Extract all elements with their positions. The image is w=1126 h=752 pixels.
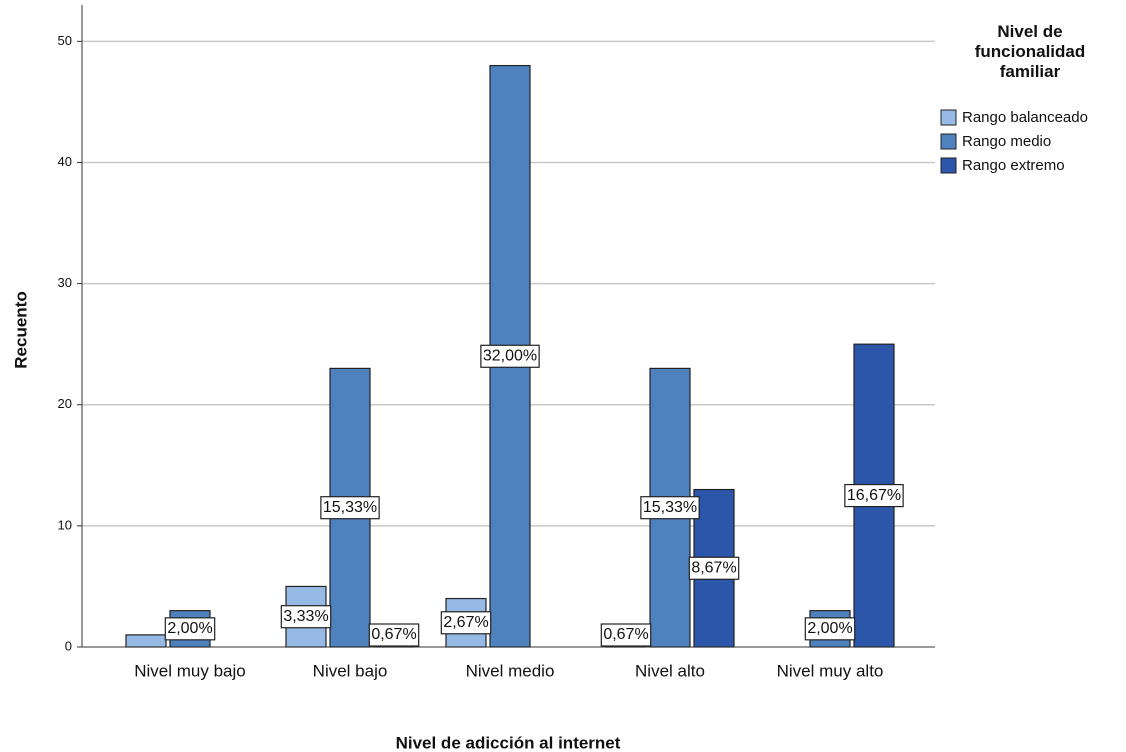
value-labels: 2,00% 3,33% 15,33% 0,67% 2,67% 32,00% 0,67% 15,… (164, 344, 904, 647)
x-tick-label: Nivel muy bajo (134, 661, 246, 680)
value-label-text: 3,33% (283, 608, 328, 625)
y-tick-label: 10 (58, 517, 72, 532)
value-label-box (844, 483, 904, 508)
value-label-text: 8,67% (691, 559, 736, 576)
value-label-text: 0,67% (603, 626, 648, 643)
value-label-text: 2,00% (167, 620, 212, 637)
value-label-box (480, 344, 540, 368)
value-label: 0,67% (368, 623, 420, 647)
legend-swatch (940, 133, 957, 150)
x-tick-label: Nivel bajo (313, 661, 388, 680)
legend-label: Rango extremo (962, 157, 1065, 174)
legend-label: Rango balanceado (962, 109, 1088, 126)
y-tick-label: 40 (58, 154, 72, 169)
value-label-text: 32,00% (483, 348, 537, 365)
value-label-text: 2,00% (807, 620, 852, 637)
value-label-text: 15,33% (643, 499, 697, 516)
value-label: 2,00% (804, 617, 856, 641)
y-tick-label: 50 (58, 33, 72, 48)
legend-label: Rango medio (962, 133, 1051, 150)
value-label-text: 2,67% (443, 614, 488, 631)
value-label-box (640, 496, 700, 520)
value-label: 32,00% (480, 344, 540, 368)
value-label-box (688, 556, 740, 580)
legend-swatch (940, 109, 957, 126)
bar (125, 634, 167, 648)
value-label-box (804, 617, 856, 641)
value-label: 3,33% (280, 605, 332, 629)
value-label-box (280, 605, 332, 629)
value-label: 15,33% (320, 496, 380, 520)
value-label-text: 0,67% (371, 626, 416, 643)
value-label-box (440, 611, 492, 635)
x-axis-title: Nivel de adicción al internet (396, 733, 621, 752)
y-tick-label: 20 (58, 396, 72, 411)
value-label: 15,33% (640, 496, 700, 520)
y-axis-title: Recuento (11, 291, 30, 368)
value-label-text: 15,33% (323, 499, 377, 516)
y-tick-label: 0 (65, 638, 72, 653)
value-label-box (600, 623, 652, 647)
value-label: 16,67% (844, 483, 904, 508)
value-label-text: 16,67% (847, 487, 901, 504)
legend-title: Nivel de funcionalidad familiar (974, 22, 1086, 81)
x-tick-label: Nivel alto (635, 661, 705, 680)
value-label: 2,67% (440, 611, 492, 635)
x-tick-label: Nivel muy alto (777, 661, 884, 680)
value-label-box (368, 623, 420, 647)
x-tick-label: Nivel medio (466, 661, 555, 680)
value-label: 8,67% (688, 556, 740, 580)
y-tick-label: 30 (58, 275, 72, 290)
value-label-box (164, 617, 216, 641)
legend-swatch (940, 157, 957, 174)
value-label: 0,67% (600, 623, 652, 647)
value-label-box (320, 496, 380, 520)
value-label: 2,00% (164, 617, 216, 641)
